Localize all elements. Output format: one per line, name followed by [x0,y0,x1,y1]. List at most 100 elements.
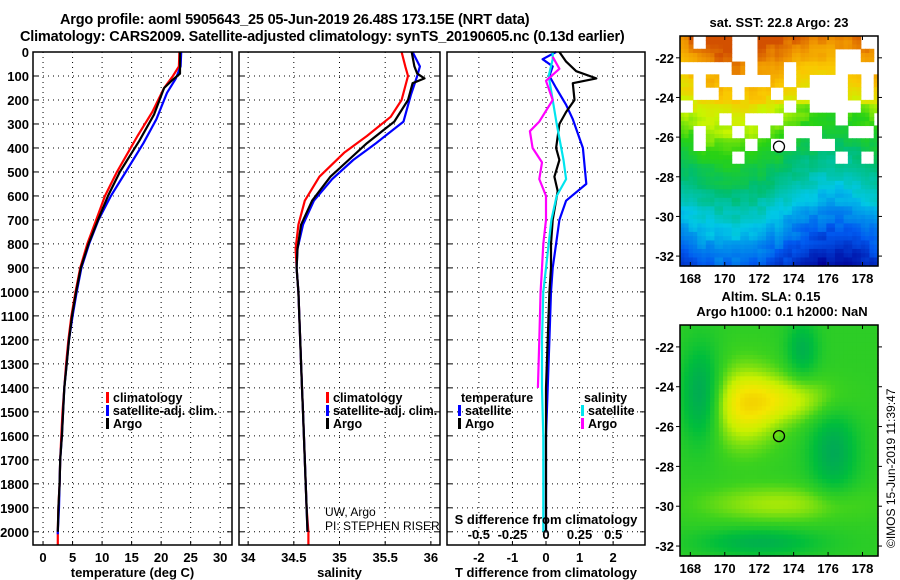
map-cell [856,444,862,450]
map-cell [865,48,870,54]
legend-swatch [106,418,109,429]
map-cell [865,376,870,382]
map-cell [856,508,862,514]
map-cell [718,44,724,50]
map-cell [757,95,763,101]
legend-label: satellite-adj. clim. [113,404,217,418]
map-cell [723,202,728,207]
map-cell [701,180,707,186]
map-cell [727,384,733,390]
map-cell [697,168,703,173]
map-cell [873,223,879,229]
map-cell [865,487,870,493]
map-cell [843,325,849,330]
map-cell [697,461,703,467]
map-cell [843,508,849,514]
map-cell [791,419,797,424]
map-cell [856,393,862,399]
map-cell [740,449,746,454]
map-cell [852,393,858,399]
map-cell [692,479,698,484]
map-cell [705,397,711,403]
map-cell [705,350,711,356]
map-cell [731,363,737,369]
map-cell [869,406,875,412]
map-cell [800,346,806,352]
y-tick-label: 1700 [0,453,29,468]
map-cell [813,513,819,519]
map-cell [753,427,759,433]
map-cell [766,543,771,549]
map-cell [753,151,759,156]
map-cell [757,483,763,489]
map-cell [783,440,789,446]
map-cell [710,248,716,254]
map-cell [684,172,690,178]
map-cell [847,185,853,190]
map-cell [761,457,767,463]
map-cell [680,453,685,459]
map-cell [714,423,720,429]
map-cell [822,172,827,178]
map-cell [865,248,870,254]
map-cell [753,487,759,493]
map-cell [723,436,728,442]
map-cell [684,402,690,407]
map-cell [856,138,862,144]
map-cell [688,380,694,386]
map-cell [701,376,707,382]
map-cell [727,36,733,41]
map-cell [856,78,862,84]
map-cell [800,367,806,373]
map-cell [834,444,840,450]
map-cell [688,133,694,139]
map-cell [718,440,724,446]
map-cell [804,526,810,531]
map-cell [787,461,793,467]
map-cell [865,185,870,190]
map-cell [860,253,866,259]
map-cell [731,163,737,169]
map-cell [791,474,797,480]
map-cell [723,461,728,467]
map-cell [813,406,819,412]
map-cell [774,325,780,330]
map-cell [680,163,685,169]
map-cell [817,530,823,536]
map-cell [714,104,720,110]
map-cell [852,346,858,352]
map-cell [856,406,862,412]
map-cell [830,389,836,395]
map-cell [718,146,724,152]
map-cell [766,159,771,165]
map-cell [714,444,720,450]
map-cell [860,508,866,514]
map-cell [710,342,716,347]
map-cell [839,526,845,531]
map-cell [766,453,771,459]
map-cell [834,376,840,382]
map-cell [787,449,793,454]
map-cell [856,440,862,446]
map-cell [791,189,797,195]
map-cell [710,389,716,395]
map-cell [852,526,858,531]
map-cell [804,104,810,110]
map-cell [684,193,690,199]
map-cell [796,99,802,105]
map-cell [761,61,767,67]
map-cell [839,248,845,254]
map-cell [779,129,784,135]
map-cell [791,453,797,459]
map-cell [791,423,797,429]
map-cell [680,202,685,207]
map-cell [809,337,815,343]
map-cell [817,479,823,484]
map-cell [753,129,759,135]
map-cell [873,491,879,497]
map-cell [710,138,716,144]
map-cell [684,440,690,446]
map-cell [680,376,685,382]
map-cell [692,526,698,531]
map-cell [809,159,815,165]
